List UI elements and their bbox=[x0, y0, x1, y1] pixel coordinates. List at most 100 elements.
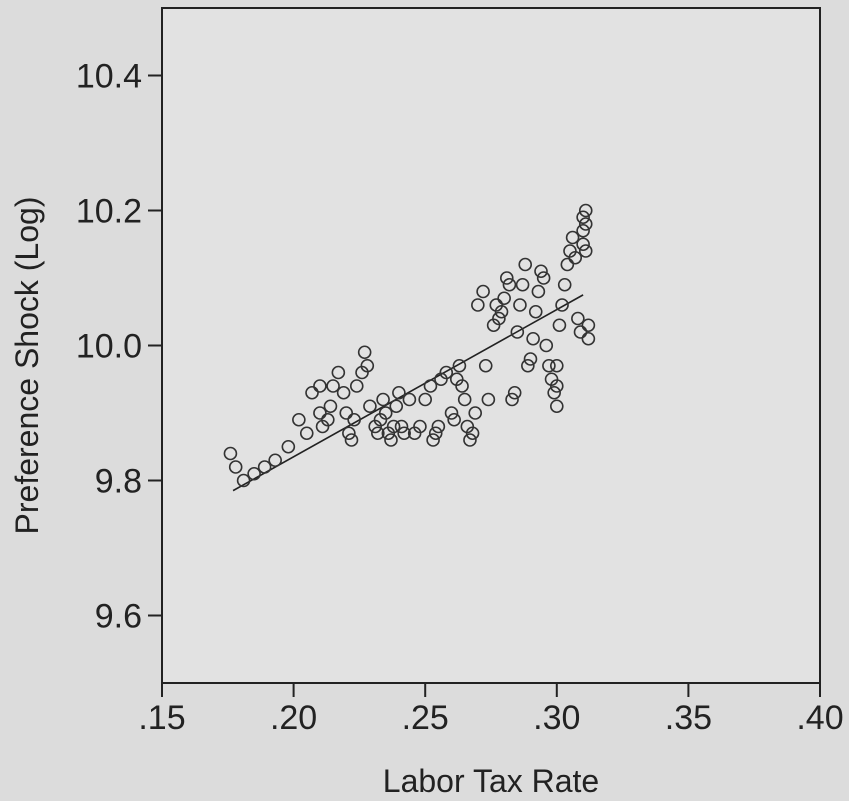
data-point bbox=[321, 412, 335, 427]
data-point bbox=[576, 237, 590, 252]
data-point bbox=[463, 433, 477, 447]
data-point bbox=[305, 385, 319, 400]
data-point bbox=[505, 392, 519, 407]
data-point bbox=[471, 298, 485, 312]
data-point bbox=[402, 392, 417, 407]
data-point bbox=[528, 304, 543, 319]
data-point bbox=[552, 318, 567, 333]
y-tick-label: 9.8 bbox=[95, 463, 142, 501]
data-point bbox=[560, 257, 575, 272]
data-point bbox=[389, 399, 404, 414]
data-point bbox=[497, 291, 511, 306]
data-point bbox=[581, 318, 596, 333]
data-point bbox=[439, 365, 454, 380]
data-point bbox=[568, 250, 583, 265]
x-tick-label: .15 bbox=[138, 699, 185, 737]
data-point bbox=[576, 223, 590, 238]
y-tick-label: 10.4 bbox=[76, 58, 142, 96]
x-tick-label: .25 bbox=[402, 699, 449, 737]
data-point bbox=[418, 392, 433, 407]
x-axis-label: Labor Tax Rate bbox=[383, 763, 599, 799]
data-point bbox=[513, 298, 527, 312]
data-point bbox=[228, 460, 243, 474]
data-point bbox=[426, 433, 440, 447]
data-point bbox=[499, 271, 514, 285]
data-point bbox=[392, 385, 406, 400]
data-point bbox=[492, 311, 506, 326]
data-point bbox=[455, 379, 469, 393]
data-point bbox=[555, 298, 569, 312]
data-point bbox=[576, 210, 590, 225]
data-point bbox=[326, 379, 340, 393]
data-point bbox=[323, 399, 338, 414]
data-point bbox=[357, 345, 372, 360]
data-point bbox=[257, 460, 272, 474]
data-point bbox=[476, 284, 490, 299]
data-point bbox=[236, 473, 251, 488]
data-point bbox=[299, 426, 314, 441]
data-point bbox=[457, 392, 472, 407]
data-point bbox=[507, 385, 522, 400]
data-point bbox=[371, 426, 385, 441]
data-point bbox=[313, 379, 327, 393]
data-point bbox=[342, 426, 356, 441]
data-point bbox=[313, 406, 327, 420]
data-point bbox=[281, 439, 296, 454]
data-point bbox=[578, 244, 593, 258]
data-point bbox=[518, 257, 533, 272]
data-point bbox=[331, 365, 346, 380]
data-point bbox=[502, 277, 517, 292]
data-point bbox=[344, 433, 359, 447]
data-point bbox=[413, 419, 427, 434]
data-point bbox=[292, 412, 306, 427]
x-tick-label: .40 bbox=[796, 699, 843, 737]
x-tick-label: .20 bbox=[270, 699, 317, 737]
data-point bbox=[523, 352, 538, 366]
data-point bbox=[526, 331, 540, 346]
data-point bbox=[384, 433, 398, 447]
fit-line bbox=[232, 294, 584, 492]
y-tick-label: 9.6 bbox=[95, 598, 142, 636]
data-point bbox=[578, 203, 593, 218]
x-axis: .15 .20 .25 .30 .35 .40 bbox=[138, 683, 844, 737]
data-point bbox=[515, 277, 530, 292]
data-points bbox=[223, 203, 596, 488]
data-point bbox=[428, 426, 443, 441]
data-point bbox=[336, 385, 351, 400]
data-point bbox=[376, 392, 390, 407]
y-axis-label: Preference Shock (Log) bbox=[9, 197, 45, 535]
x-tick-label: .30 bbox=[533, 699, 580, 737]
data-point bbox=[431, 419, 446, 434]
data-point bbox=[423, 379, 438, 393]
data-point bbox=[378, 406, 393, 420]
data-point bbox=[247, 466, 261, 481]
data-point bbox=[447, 412, 461, 427]
data-point bbox=[452, 358, 467, 373]
data-point bbox=[521, 358, 535, 373]
data-point bbox=[536, 271, 551, 285]
data-point bbox=[468, 406, 483, 420]
data-point bbox=[347, 412, 361, 427]
data-point bbox=[481, 392, 496, 407]
y-axis: 9.6 9.8 10.0 10.2 10.4 bbox=[76, 58, 162, 636]
data-point bbox=[223, 446, 238, 461]
data-point bbox=[549, 379, 564, 393]
data-point bbox=[386, 419, 401, 434]
data-point bbox=[444, 406, 459, 420]
data-point bbox=[339, 406, 354, 420]
data-point bbox=[363, 399, 377, 414]
data-point bbox=[547, 385, 561, 400]
data-point bbox=[557, 277, 572, 292]
data-point bbox=[539, 338, 554, 353]
data-point bbox=[571, 311, 585, 326]
data-point bbox=[465, 426, 480, 441]
data-point bbox=[360, 358, 375, 373]
data-point bbox=[581, 331, 596, 346]
data-point bbox=[542, 358, 556, 373]
data-point bbox=[478, 358, 493, 373]
data-point bbox=[349, 379, 364, 393]
data-point bbox=[534, 264, 548, 279]
data-point bbox=[397, 426, 411, 441]
y-tick-label: 10.2 bbox=[76, 193, 142, 231]
